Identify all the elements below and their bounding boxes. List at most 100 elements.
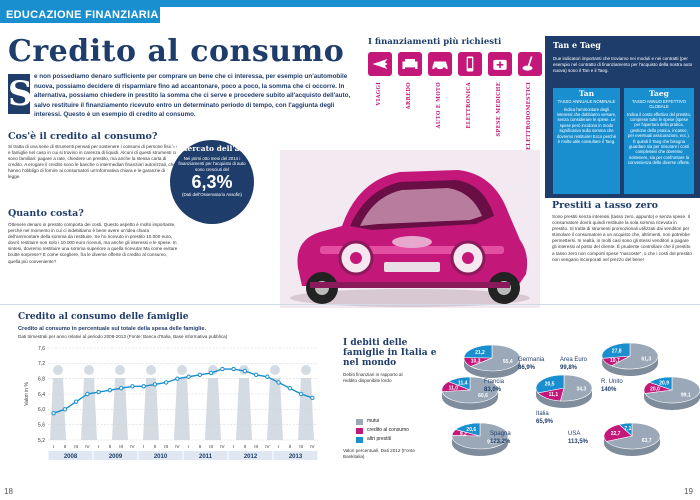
- country-label: Germania 86,9%: [518, 356, 544, 372]
- top-band: [0, 0, 700, 7]
- country-label: Spagna 123,2%: [490, 430, 511, 446]
- slice-label: 27,8: [612, 349, 622, 355]
- car-market-title: Il mercato dell'auto: [170, 144, 254, 153]
- pie-francia: 60,6 11,011,4: [441, 376, 499, 410]
- zero-rate-text: Sono prestiti senza interessi (tasso zer…: [552, 214, 692, 262]
- taeg-box: Taeg TASSO ANNUO EFFETTIVO GLOBALE Indic…: [624, 88, 694, 194]
- quarter-label: II: [154, 444, 157, 449]
- pie-slice: [605, 422, 661, 450]
- quarter-label: IV: [85, 444, 89, 449]
- smartphone-icon: [458, 52, 482, 76]
- data-point: [287, 386, 293, 391]
- data-point: [208, 370, 214, 376]
- tan-box: Tan TASSO ANNUALE NOMINALE Indica l'ammo…: [553, 88, 620, 194]
- line-chart-source: Dati trimestrali per anno relativi al pe…: [18, 334, 228, 339]
- quarter-label: III: [209, 444, 213, 449]
- legend-swatch: [356, 427, 363, 434]
- year-band: [183, 451, 228, 460]
- bottom-separator: [0, 304, 700, 305]
- airplane-icon: [368, 52, 392, 76]
- car-market-value: 6,3%: [191, 172, 233, 193]
- quarter-label: I: [98, 444, 99, 449]
- y-axis-label: Valori in %: [24, 382, 30, 406]
- slice-label: 11,4: [458, 380, 468, 386]
- legend-item-altri: altri prestiti: [356, 435, 409, 444]
- section-title-what: Cos'è il credito al consumo?: [8, 131, 158, 142]
- country-total: 140%: [601, 387, 617, 393]
- data-point: [253, 372, 259, 378]
- country-total: 83,0%: [484, 387, 502, 393]
- country-name: Italia: [536, 411, 549, 417]
- year-label: 2010: [154, 454, 168, 460]
- silhouettes-decoration: [50, 365, 314, 440]
- data-point: [73, 399, 79, 404]
- country-name: Germania: [518, 357, 545, 363]
- slice-label: 20,5: [545, 381, 555, 387]
- section-text-what: Si tratta di una serie di strumenti pens…: [8, 144, 178, 180]
- quarter-label: I: [233, 444, 234, 449]
- country-name: R. Unito: [601, 379, 623, 385]
- country-label: USA 113,5%: [568, 430, 588, 446]
- slice-label: 99,1: [681, 393, 691, 399]
- quarter-label: IV: [175, 444, 179, 449]
- pie-spagna: 93,4 9,220,6: [451, 422, 509, 456]
- financing-label: ARREDO: [406, 82, 412, 110]
- year-band: [138, 451, 183, 460]
- quarter-label: IV: [130, 444, 134, 449]
- data-point: [310, 395, 315, 401]
- data-point: [85, 391, 90, 397]
- quarter-label: I: [188, 444, 189, 449]
- pie-slice: [603, 424, 633, 442]
- pie-slice: [601, 342, 631, 359]
- slice-label: 20,6: [466, 427, 476, 433]
- data-point: [141, 384, 146, 389]
- quarter-label: III: [74, 444, 78, 449]
- country-label: Francia 83,0%: [484, 378, 504, 394]
- country-name: Area Euro: [560, 357, 588, 363]
- legend-item-mutui: mutui: [356, 417, 409, 426]
- slice-label: 10,7: [610, 358, 620, 364]
- financing-label: ELETTRODOMESTICI: [526, 82, 532, 151]
- line-chart-title: Credito al consumo delle famiglie: [18, 312, 189, 322]
- pie-slice: [463, 344, 493, 359]
- data-point: [276, 380, 281, 385]
- slice-label: 11,1: [549, 392, 559, 398]
- year-band: [273, 451, 318, 460]
- legend-swatch: [356, 436, 363, 443]
- car-illustration: [280, 150, 540, 308]
- quarter-label: III: [164, 444, 168, 449]
- quarter-label: I: [278, 444, 279, 449]
- year-label: 2012: [244, 454, 258, 460]
- slice-label: 61,3: [641, 357, 651, 363]
- slice-label: 93,4: [487, 440, 497, 446]
- page-title: Credito al consumo: [8, 34, 345, 69]
- legend-label: altri prestiti: [367, 436, 392, 442]
- pie-slice: [560, 374, 593, 402]
- slice-label: 21,2: [475, 350, 485, 356]
- quarter-label: III: [299, 444, 303, 449]
- slice-label: 9,2: [460, 432, 467, 438]
- country-total: 113,5%: [568, 439, 589, 445]
- slice-label: 11,0: [449, 385, 459, 391]
- year-label: 2008: [64, 454, 78, 460]
- data-point: [186, 374, 191, 379]
- tan-taeg-intro: Due indicatori importanti che troviamo n…: [553, 56, 693, 74]
- data-point: [152, 382, 158, 387]
- tan-desc: Indica l'ammontare degli interessi che d…: [556, 106, 617, 144]
- zero-rate-title: Prestiti a tasso zero: [552, 200, 658, 211]
- pie-area-euro: 61,3 10,7 27,8: [601, 342, 659, 376]
- pie-slice: [535, 374, 565, 394]
- drop-cap: S: [8, 74, 33, 114]
- quarter-label: I: [53, 444, 54, 449]
- financing-title: I finanziamenti più richiesti: [368, 37, 502, 47]
- data-point: [96, 389, 101, 395]
- y-tick-label: 6,0: [38, 407, 45, 413]
- country-label: Italia 65,9%: [536, 410, 553, 426]
- country-total: 123,2%: [490, 439, 511, 445]
- legend-label: mutui: [367, 418, 380, 424]
- medical-bag-icon: [488, 52, 512, 76]
- country-label: Area Euro 99,8%: [560, 356, 587, 372]
- data-point: [298, 391, 304, 397]
- country-label: R. Unito 140%: [601, 378, 623, 394]
- quarter-label: III: [254, 444, 258, 449]
